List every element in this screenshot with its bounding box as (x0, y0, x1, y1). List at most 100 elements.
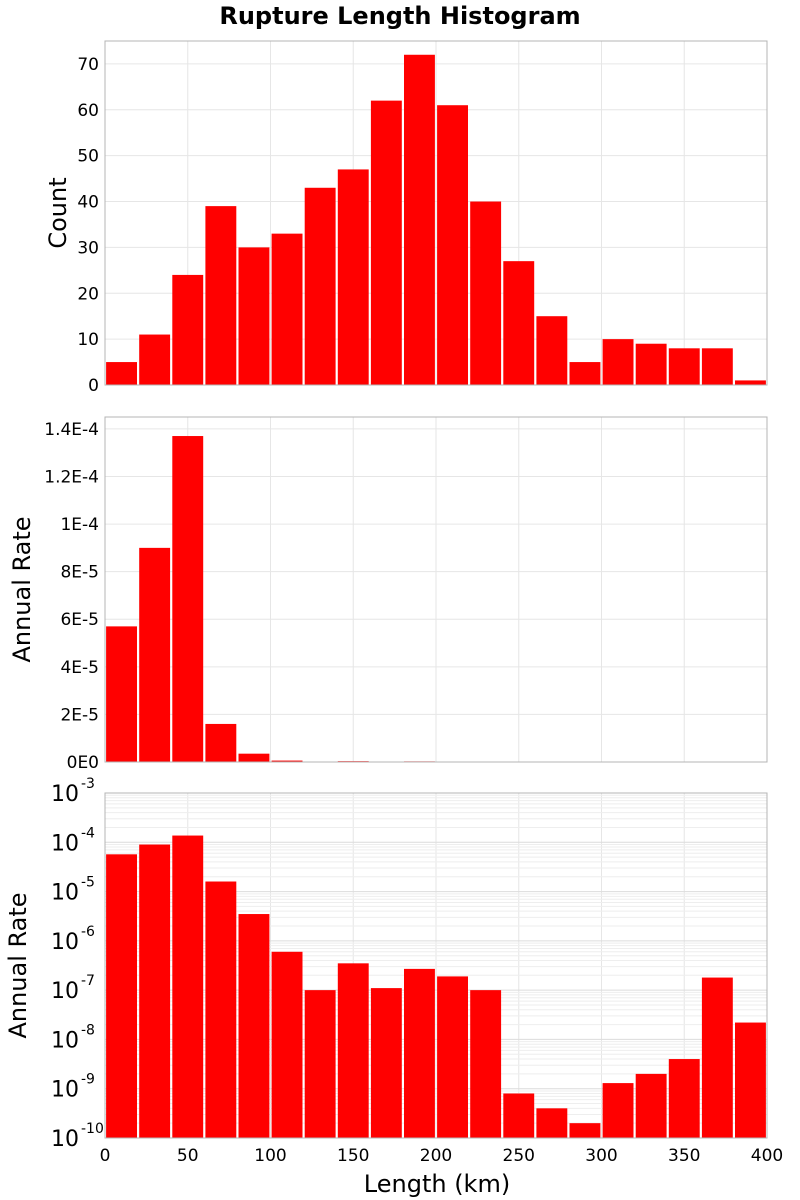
histogram-bar (337, 963, 369, 1138)
y-tick-label-base: 10 (51, 930, 79, 955)
histogram-bar (370, 988, 402, 1138)
y-tick-label-base: 10 (51, 979, 79, 1004)
histogram-bar (437, 976, 468, 1138)
histogram-bar (106, 854, 137, 1138)
histogram-bar (536, 1108, 568, 1138)
histogram-bar (569, 1123, 601, 1138)
histogram-bar (602, 339, 634, 385)
histogram-bar (205, 881, 237, 1138)
y-tick-label-exponent: -4 (81, 825, 95, 841)
plot-border (104, 416, 768, 763)
histogram-bar (370, 100, 402, 386)
histogram-bar (271, 233, 303, 385)
x-tick-label: 0 (100, 1146, 111, 1166)
histogram-bar (172, 436, 204, 762)
histogram-bar (668, 348, 700, 385)
y-tick-label-exponent: -6 (81, 924, 95, 940)
x-tick-label: 100 (254, 1146, 286, 1166)
panel-1: 0 10 20 30 40 50 60 70 Count (44, 40, 768, 396)
y-tick-label: 30 (77, 238, 99, 258)
y-tick-label-base: 10 (51, 782, 79, 807)
y-tick-label-base: 10 (51, 1127, 79, 1152)
histogram-bar (238, 753, 270, 762)
histogram-bar (271, 951, 303, 1138)
histogram-bar (701, 977, 733, 1138)
histogram-bar (635, 1073, 667, 1138)
histogram-bar (735, 380, 766, 385)
y-axis-label: Annual Rate (4, 892, 32, 1038)
y-tick-label-base: 10 (51, 1078, 79, 1103)
x-tick-label: 300 (585, 1146, 617, 1166)
histogram-bar (139, 844, 171, 1138)
x-tick-label: 350 (668, 1146, 700, 1166)
histogram-bar (106, 626, 137, 762)
histogram-bar (735, 1022, 766, 1138)
histogram-bar (337, 169, 369, 385)
y-tick-label: 10 (77, 330, 99, 350)
histogram-bar (470, 990, 502, 1138)
y-tick-label: 8E-5 (60, 563, 99, 583)
y-tick-label: 1E-4 (60, 515, 99, 535)
histogram-bar (304, 990, 336, 1138)
y-tick-label: 2E-5 (60, 705, 99, 725)
y-axis-label: Count (44, 177, 72, 248)
plot-border (104, 40, 768, 386)
chart-title: Rupture Length Histogram (219, 2, 580, 30)
histogram-bar (668, 1059, 700, 1138)
histogram-bar (437, 105, 468, 386)
histogram-bar (205, 206, 237, 385)
y-tick-label: 4E-5 (60, 658, 99, 678)
histogram-bar (238, 247, 270, 385)
histogram-bar (701, 348, 733, 385)
y-tick-label-exponent: -9 (81, 1072, 95, 1088)
plot-border (104, 792, 768, 1139)
histogram-bar (503, 261, 535, 385)
y-tick-label: 40 (77, 193, 99, 213)
histogram-bar (172, 274, 204, 385)
histogram-bar (404, 968, 435, 1138)
y-tick-label: 6E-5 (60, 610, 99, 630)
histogram-bar (470, 201, 502, 385)
y-tick-label-base: 10 (51, 831, 79, 856)
x-tick-label: 200 (420, 1146, 452, 1166)
y-tick-label: 0 (88, 376, 99, 396)
histogram-bar (503, 1093, 535, 1138)
histogram-bar (635, 343, 667, 385)
histogram-bar (536, 316, 568, 385)
histogram-bar (569, 362, 601, 385)
histogram-bar (271, 760, 303, 762)
y-axis-label: Annual Rate (8, 516, 36, 662)
histogram-bar (238, 914, 270, 1138)
histogram-bar (139, 547, 171, 762)
x-tick-label: 400 (751, 1146, 783, 1166)
y-tick-label-exponent: -7 (81, 973, 95, 989)
y-tick-label: 60 (77, 101, 99, 121)
histogram-bar (602, 1083, 634, 1138)
histogram-bar (172, 835, 204, 1138)
histogram-bar (304, 187, 336, 385)
y-tick-label: 1.4E-4 (44, 420, 99, 440)
y-tick-label: 0E0 (67, 753, 99, 773)
panel-2: 0E0 2E-5 4E-5 6E-5 8E-5 1E-4 1.2E-4 1.4E-4 Annua… (8, 416, 768, 773)
y-tick-label: 1.2E-4 (44, 467, 99, 487)
histogram-bar (106, 362, 137, 385)
y-tick-label-base: 10 (51, 1028, 79, 1053)
x-tick-label: 250 (503, 1146, 535, 1166)
x-axis-label: Length (km) (364, 1170, 510, 1198)
histogram-bar (404, 54, 435, 385)
y-tick-label-base: 10 (51, 881, 79, 906)
x-tick-label: 150 (337, 1146, 369, 1166)
histogram-bar (139, 334, 171, 385)
y-tick-label: 20 (77, 284, 99, 304)
y-tick-label-exponent: -3 (81, 776, 95, 792)
y-tick-label-exponent: -5 (81, 875, 95, 891)
histogram-bar (205, 723, 237, 762)
y-tick-label-exponent: -8 (81, 1022, 95, 1038)
y-tick-label: 50 (77, 147, 99, 167)
y-tick-label: 70 (77, 55, 99, 75)
x-tick-label: 50 (177, 1146, 199, 1166)
y-tick-label-exponent: -10 (81, 1121, 104, 1137)
